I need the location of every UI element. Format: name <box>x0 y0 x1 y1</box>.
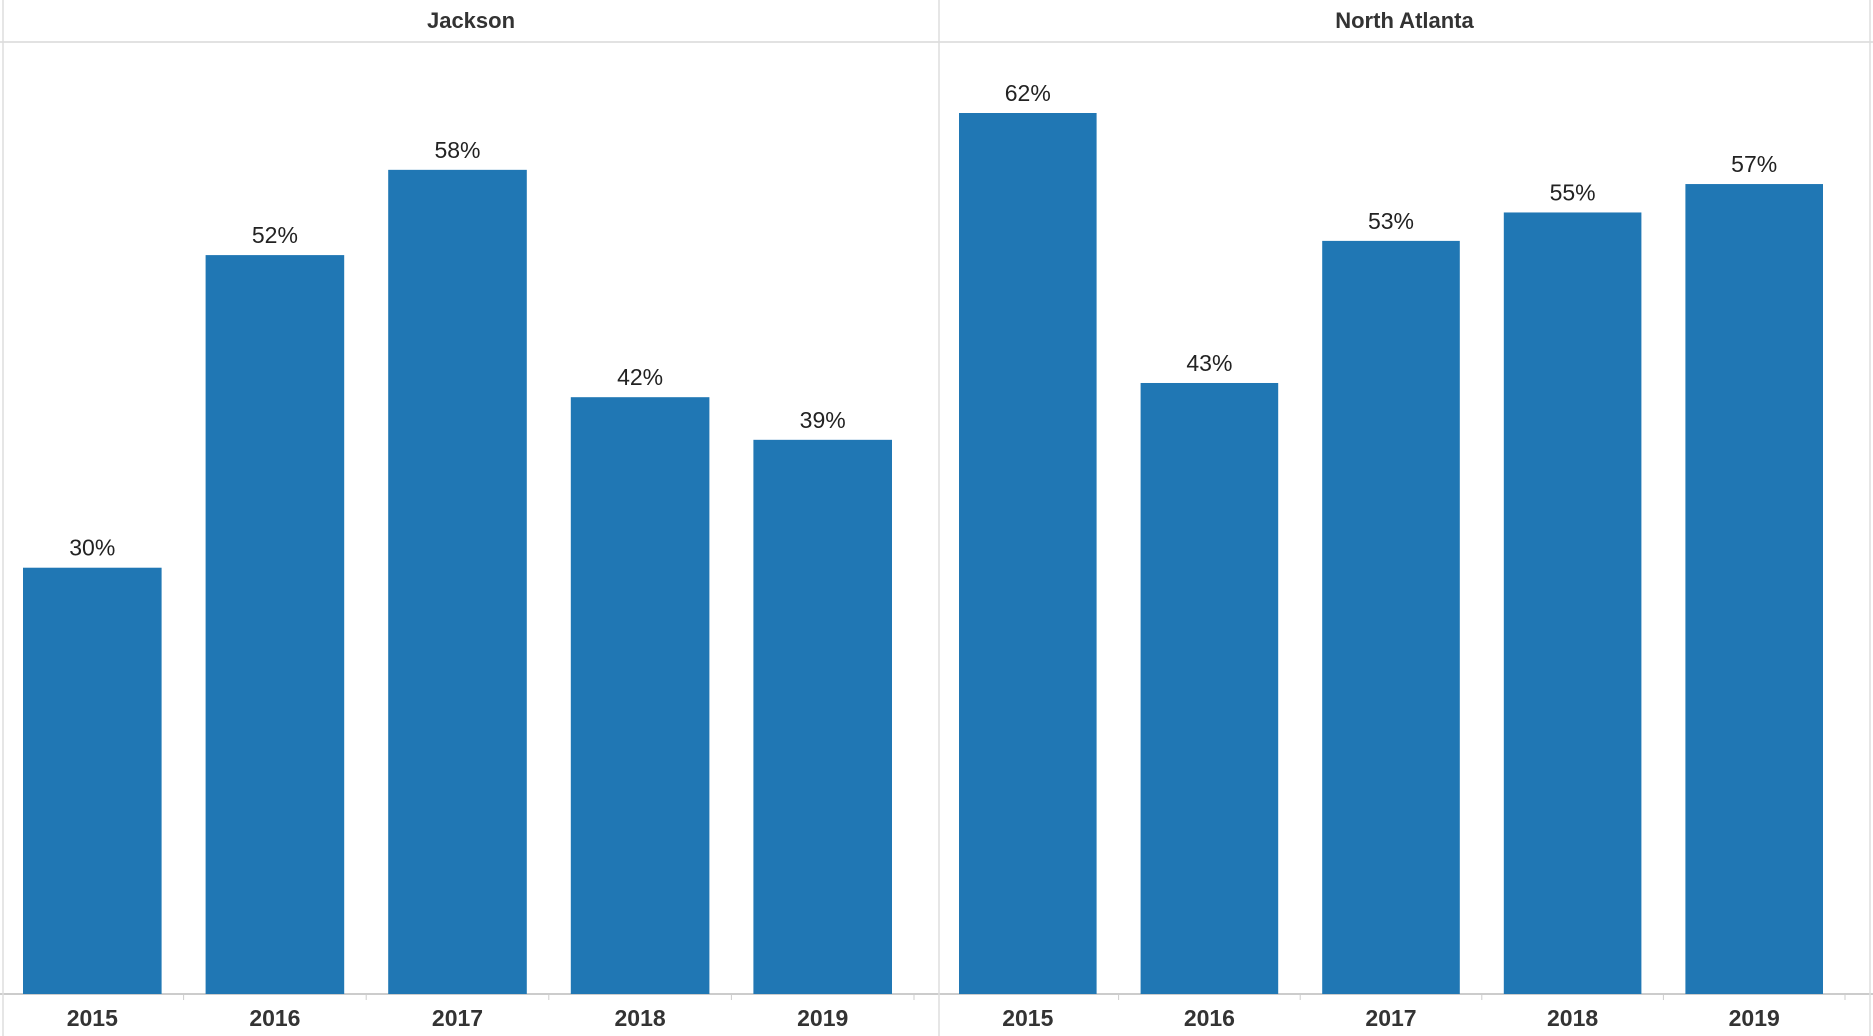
panel-1-bar-2016 <box>205 255 345 994</box>
panel-1-tick-label-2019: 2019 <box>797 1005 848 1031</box>
panel-1-data-label-2016: 52% <box>252 222 298 248</box>
panel-2-tick-label-2015: 2015 <box>1002 1005 1053 1031</box>
panel-1-data-label-2015: 30% <box>69 535 115 561</box>
panel-1-title: Jackson <box>427 8 515 33</box>
panel-1-data-label-2019: 39% <box>800 407 846 433</box>
panel-1-bar-2015 <box>23 567 162 994</box>
panel-1-tick-label-2015: 2015 <box>67 1005 118 1031</box>
panel-2-bar-2017 <box>1322 240 1460 995</box>
panel-1-bar-2018 <box>570 397 710 994</box>
panel-2-tick-label-2018: 2018 <box>1547 1005 1598 1031</box>
panel-1-tick-label-2017: 2017 <box>432 1005 483 1031</box>
panel-2-bar-2019 <box>1685 184 1823 994</box>
panel-1-data-label-2017: 58% <box>434 137 480 163</box>
panel-2-data-label-2016: 43% <box>1186 350 1232 376</box>
panel-2-bar-2018 <box>1503 212 1642 994</box>
panel-2-data-label-2018: 55% <box>1550 179 1596 205</box>
panel-1-bar-2017 <box>388 169 527 994</box>
panel-2-bar-2015 <box>959 113 1097 994</box>
panel-1-bar-2019 <box>753 439 892 994</box>
panel-2-bar-2016 <box>1140 382 1279 994</box>
panel-2-data-label-2019: 57% <box>1731 151 1777 177</box>
panel-1-tick-label-2016: 2016 <box>249 1005 300 1031</box>
panel-2-tick-label-2017: 2017 <box>1365 1005 1416 1031</box>
panel-2-data-label-2015: 62% <box>1005 80 1051 106</box>
panel-2-data-label-2017: 53% <box>1368 208 1414 234</box>
panel-1-tick-label-2018: 2018 <box>615 1005 666 1031</box>
panel-2-tick-label-2019: 2019 <box>1729 1005 1780 1031</box>
panel-2-title: North Atlanta <box>1335 8 1474 33</box>
panel-1-data-label-2018: 42% <box>617 364 663 390</box>
panel-2-tick-label-2016: 2016 <box>1184 1005 1235 1031</box>
